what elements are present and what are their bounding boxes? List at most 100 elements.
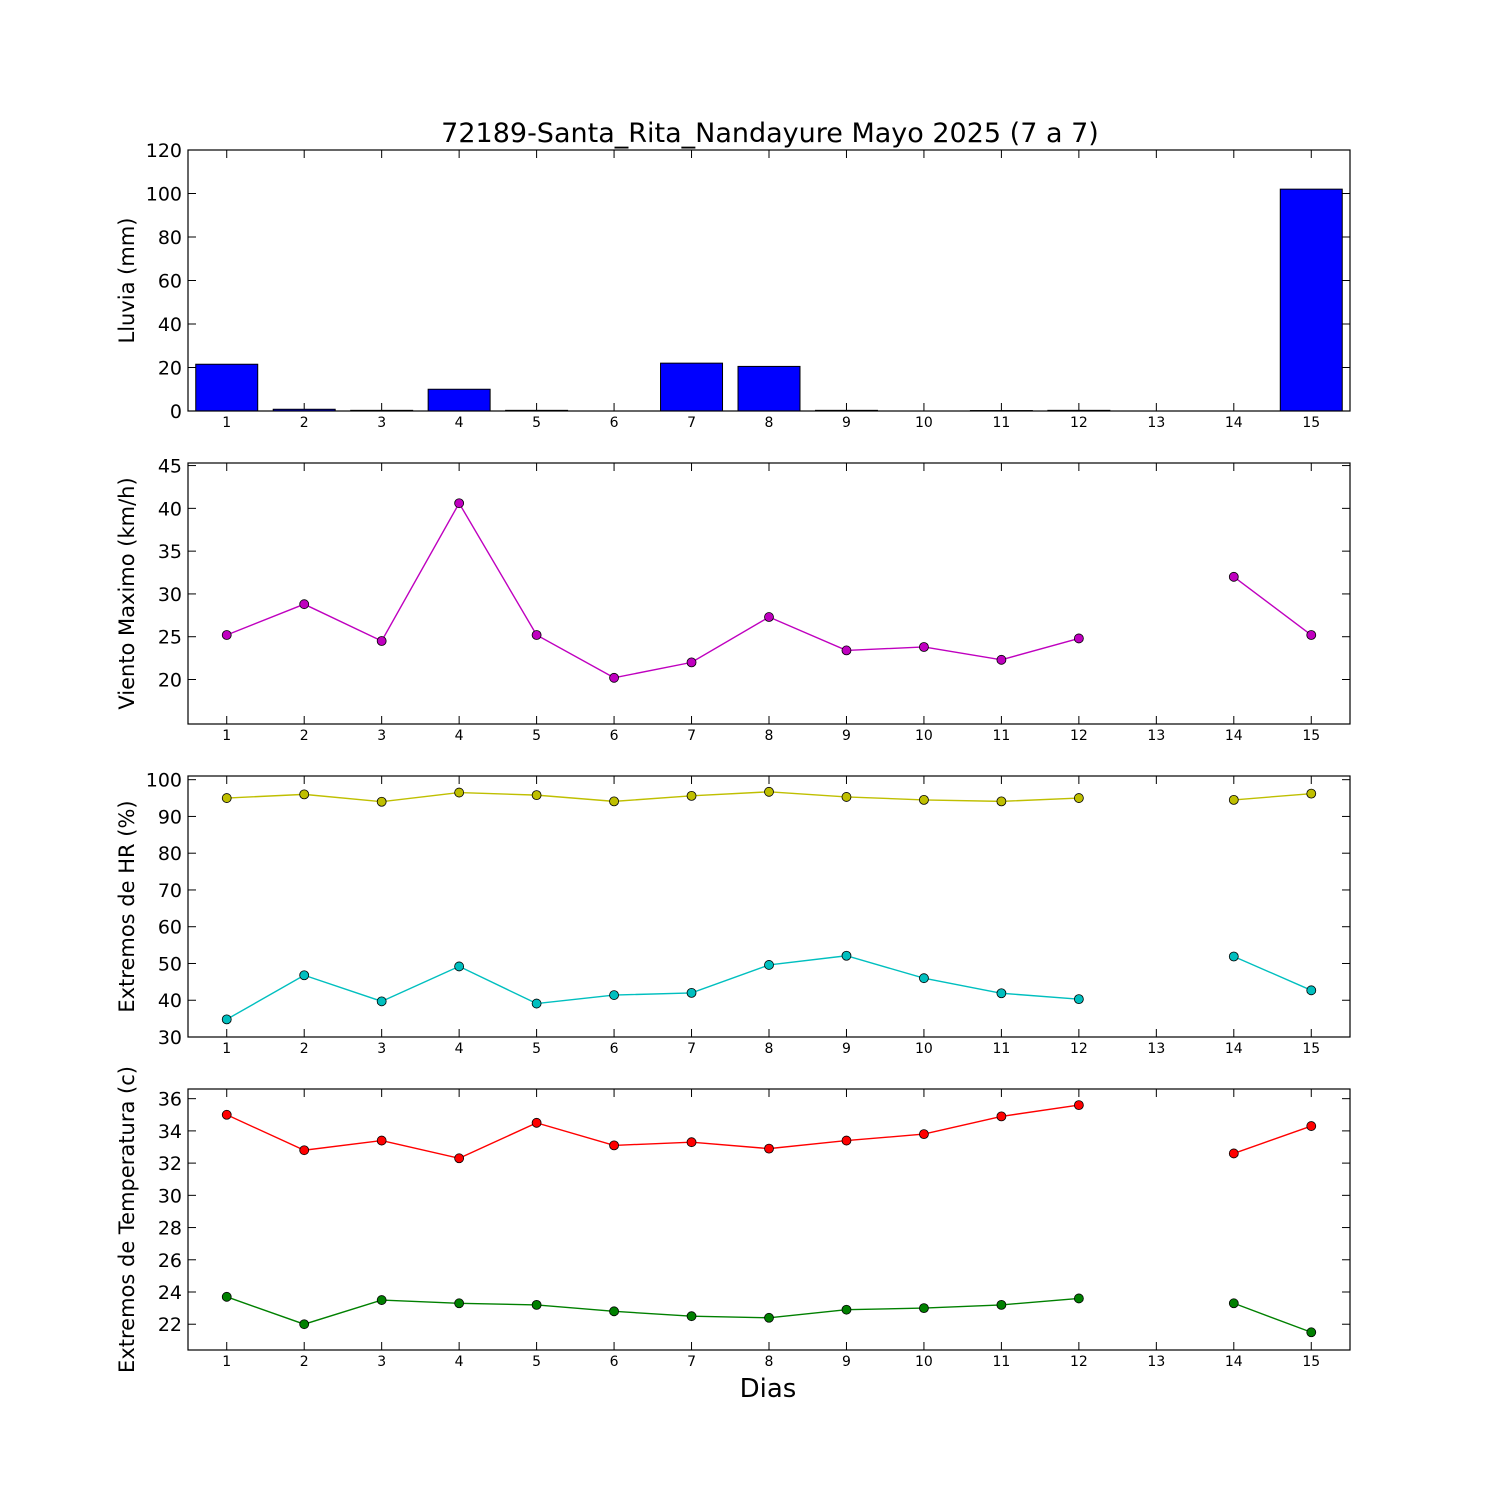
humidity-series-0-point-day-11 (996, 796, 1007, 807)
humidity-y-tick-label: 60 (158, 917, 182, 939)
humidity-series-1-point-day-11 (996, 988, 1007, 999)
rain-x-tick-label: 8 (765, 415, 774, 431)
temperature-series-0-point-day-6 (609, 1140, 619, 1151)
rain-y-tick-label: 120 (146, 140, 182, 162)
temperature-series-1-point-day-11 (996, 1299, 1007, 1310)
rain-x-tick-label: 1 (222, 415, 231, 431)
temperature-series-1-point-day-2 (299, 1319, 310, 1330)
temperature-y-tick-label: 24 (158, 1282, 182, 1304)
humidity-series-0-point-day-1 (221, 793, 232, 803)
temperature-series-0-point-day-15 (1306, 1121, 1317, 1131)
humidity-x-tick-label: 6 (610, 1041, 619, 1057)
temperature-series-0-point-day-11 (996, 1111, 1007, 1122)
humidity-x-tick-label: 4 (455, 1041, 464, 1057)
temperature-series-1-point-day-7 (686, 1311, 697, 1322)
humidity-series-1-point-day-15 (1306, 985, 1317, 996)
temperature-series-1-point-day-14 (1228, 1298, 1239, 1309)
humidity-y-tick-label: 100 (146, 770, 182, 792)
rain-x-tick-label: 6 (610, 415, 619, 431)
humidity-series-0-point-day-12 (1073, 793, 1084, 803)
wind-series-0-point-day-15 (1306, 630, 1317, 640)
humidity-x-tick-label: 7 (687, 1041, 696, 1057)
humidity-x-tick-label: 15 (1302, 1041, 1320, 1057)
humidity-series-1-point-day-10 (919, 973, 929, 984)
temperature-series-0-point-day-9 (841, 1135, 852, 1146)
humidity-x-tick-label: 1 (222, 1041, 231, 1057)
humidity-series-0-point-day-3 (376, 796, 387, 807)
wind-x-tick-label: 7 (687, 728, 696, 744)
wind-x-tick-label: 6 (610, 728, 619, 744)
humidity-series-1-point-day-7 (686, 987, 697, 998)
wind-series-0-point-day-1 (221, 630, 232, 640)
wind-series-0-point-day-10 (919, 642, 929, 652)
humidity-y-tick-label: 40 (158, 990, 182, 1012)
humidity-series-0-line (1233, 792, 1312, 801)
rain-bar-day-7 (660, 362, 724, 412)
wind-series-0-point-day-9 (841, 645, 852, 656)
rain-x-tick-label: 12 (1070, 415, 1088, 431)
rain-x-tick-label: 10 (915, 415, 933, 431)
wind-y-tick-label: 20 (158, 670, 182, 692)
humidity-series-1-point-day-1 (221, 1014, 232, 1025)
wind-x-tick-label: 8 (765, 728, 774, 744)
temperature-series-1-point-day-4 (454, 1298, 465, 1309)
rain-x-tick-label: 11 (992, 415, 1010, 431)
humidity-series-1-point-day-6 (609, 990, 619, 1000)
humidity-series-0-point-day-9 (841, 792, 852, 802)
wind-x-tick-label: 15 (1302, 728, 1320, 744)
wind-y-tick-label: 35 (158, 541, 182, 563)
humidity-series-1-point-day-14 (1228, 951, 1239, 962)
humidity-series-1-line (226, 955, 1079, 1020)
wind-series-0-point-day-7 (686, 657, 697, 668)
wind-series-0-point-day-8 (764, 612, 774, 622)
rain-bar-day-8 (737, 365, 801, 412)
temperature-y-tick-label: 30 (158, 1185, 182, 1207)
humidity-x-tick-label: 2 (300, 1041, 309, 1057)
humidity-series-1-line (1233, 955, 1312, 991)
rain-y-tick-label: 40 (158, 314, 182, 336)
rain-x-tick-label: 15 (1302, 415, 1320, 431)
humidity-series-0-point-day-5 (531, 790, 542, 801)
temperature-x-tick-label: 14 (1225, 1354, 1243, 1370)
temperature-series-1-line (1233, 1302, 1312, 1333)
wind-x-tick-label: 3 (377, 728, 386, 744)
temperature-y-axis-label: Extremos de Temperatura (c) (115, 1066, 139, 1373)
wind-x-tick-label: 9 (842, 728, 851, 744)
wind-y-axis-label: Viento Maximo (km/h) (115, 477, 139, 709)
humidity-series-1-point-day-4 (454, 961, 465, 972)
humidity-y-tick-label: 30 (158, 1027, 182, 1049)
humidity-y-tick-label: 50 (158, 953, 182, 975)
humidity-series-0-point-day-2 (299, 789, 310, 800)
wind-series-0-point-day-14 (1228, 571, 1239, 582)
temperature-x-tick-label: 8 (765, 1354, 774, 1370)
humidity-series-1-point-day-3 (376, 996, 387, 1007)
temperature-series-0-point-day-14 (1228, 1148, 1239, 1159)
rain-x-tick-label: 9 (842, 415, 851, 431)
temperature-panel: Extremos de Temperatura (c) 2224262830323… (115, 1066, 1351, 1373)
temperature-x-tick-label: 4 (455, 1354, 464, 1370)
temperature-series-0-point-day-3 (376, 1135, 387, 1146)
wind-series-0-point-day-6 (609, 672, 619, 683)
humidity-y-tick-label: 70 (158, 880, 182, 902)
humidity-axes-frame (187, 775, 1351, 1038)
wind-series-0-line (1233, 576, 1312, 636)
wind-x-tick-label: 2 (300, 728, 309, 744)
rain-bar-day-15 (1279, 188, 1343, 412)
temperature-x-tick-label: 12 (1070, 1354, 1088, 1370)
wind-y-tick-label: 40 (158, 498, 182, 520)
wind-axes-frame (187, 462, 1351, 725)
temperature-y-tick-label: 28 (158, 1218, 182, 1240)
wind-series-0-point-day-4 (454, 498, 465, 509)
temperature-series-0-point-day-2 (299, 1145, 310, 1156)
temperature-series-0-point-day-1 (221, 1109, 232, 1120)
wind-x-tick-label: 5 (532, 728, 541, 744)
wind-x-tick-label: 13 (1147, 728, 1165, 744)
humidity-series-0-point-day-8 (764, 786, 774, 797)
temperature-x-tick-label: 11 (992, 1354, 1010, 1370)
temperature-y-tick-label: 36 (158, 1089, 182, 1111)
wind-y-tick-label: 30 (158, 584, 182, 606)
